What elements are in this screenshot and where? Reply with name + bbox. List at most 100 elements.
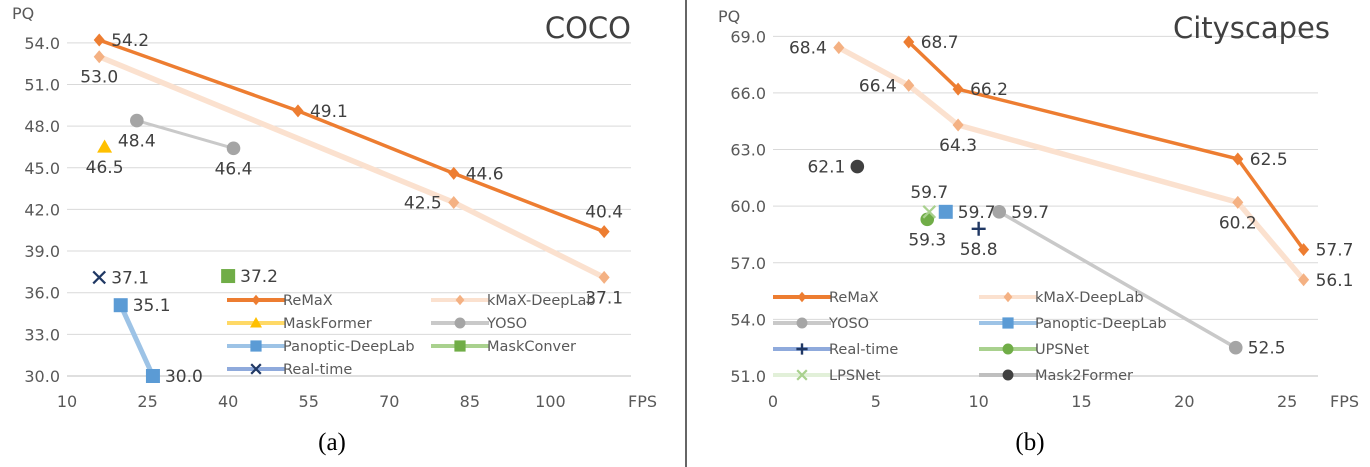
data-label-remax: 40.4: [585, 203, 623, 223]
data-point-yoso: [992, 205, 1007, 219]
y-tick-label: 42.0: [24, 200, 60, 219]
x-tick-label: 20: [1174, 392, 1194, 411]
data-label-real-time: 37.1: [111, 268, 149, 288]
data-label-kmax-deeplab: 66.4: [859, 76, 897, 96]
legend-marker: [796, 343, 808, 355]
data-point-remax: [1298, 243, 1310, 257]
legend-label: ReMaX: [829, 290, 879, 306]
legend-marker: [250, 340, 262, 352]
data-label-remax: 54.2: [111, 31, 149, 51]
data-label-yoso: 46.4: [215, 159, 253, 179]
y-tick-label: 39.0: [24, 242, 60, 261]
data-point-kmax-deeplab: [93, 50, 105, 64]
data-label-remax: 66.2: [970, 80, 1008, 100]
legend-marker: [250, 363, 262, 375]
data-point-kmax-deeplab: [952, 118, 964, 132]
data-point-real-time: [92, 270, 107, 285]
data-label-kmax-deeplab: 56.1: [1316, 271, 1354, 291]
x-tick-label: 25: [137, 392, 157, 411]
legend-item-maskformer: MaskFormer: [227, 316, 372, 332]
data-point-maskformer: [97, 139, 113, 153]
legend-label: MaskConver: [487, 339, 576, 355]
data-label-kmax-deeplab: 60.2: [1219, 213, 1257, 233]
legend-label: kMaX-DeepLab: [1035, 290, 1144, 306]
legend-marker: [796, 317, 808, 329]
data-label-kmax-deeplab: 37.1: [585, 288, 623, 308]
data-label-panoptic-deeplab: 59.7: [958, 203, 996, 223]
legend-label: Panoptic-DeepLab: [1035, 316, 1167, 332]
y-tick-label: 51.0: [730, 367, 766, 386]
legend-item-panoptic-deeplab: Panoptic-DeepLab: [227, 339, 415, 355]
data-point-kmax-deeplab: [1298, 273, 1310, 287]
y-tick-label: 45.0: [24, 159, 60, 178]
legend-item-remax: ReMaX: [773, 290, 879, 306]
series-line-panoptic-deeplab: [118, 302, 156, 379]
legend-marker: [796, 369, 808, 381]
x-tick-label: 85: [460, 392, 480, 411]
series-line-remax: [97, 38, 606, 234]
data-point-mask2former: [850, 159, 865, 174]
x-tick-label: 100: [535, 392, 566, 411]
legend-marker: [1002, 317, 1014, 329]
caption-a: (a): [318, 429, 346, 456]
data-label-kmax-deeplab: 68.4: [789, 39, 827, 59]
legend-label: Real-time: [283, 362, 352, 378]
x-tick-label: 10: [57, 392, 77, 411]
y-tick-label: 69.0: [730, 27, 766, 46]
legend-label: MaskFormer: [283, 316, 372, 332]
data-point-remax: [1232, 152, 1244, 166]
x-tick-label: 40: [218, 392, 238, 411]
legend-marker: [1003, 291, 1013, 303]
data-label-remax: 68.7: [921, 33, 959, 53]
legend-label: Real-time: [829, 342, 898, 358]
chart-title: COCO: [545, 11, 631, 45]
x-tick-label: 10: [968, 392, 988, 411]
legend-marker: [250, 317, 262, 328]
data-point-remax: [292, 104, 304, 118]
legend-label: UPSNet: [1035, 342, 1089, 358]
y-tick-label: 54.0: [730, 310, 766, 329]
x-axis-title: FPS: [1330, 392, 1359, 411]
x-tick-label: 25: [1277, 392, 1297, 411]
data-point-remax: [903, 35, 915, 49]
legend-marker: [454, 340, 466, 352]
data-point-lpsnet: [922, 205, 937, 219]
data-point-remax: [598, 225, 610, 239]
data-label-mask2former: 62.1: [807, 158, 845, 178]
y-tick-label: 33.0: [24, 325, 60, 344]
legend-label: Mask2Former: [1035, 368, 1133, 384]
legend-item-kmax-deeplab: kMaX-DeepLab: [431, 293, 596, 309]
legend-item-upsnet: UPSNet: [979, 342, 1089, 358]
legend-label: YOSO: [828, 316, 869, 332]
x-tick-label: 15: [1071, 392, 1091, 411]
x-tick-label: 0: [768, 392, 778, 411]
legend-item-yoso: YOSO: [773, 316, 869, 332]
legend-item-lpsnet: LPSNet: [773, 368, 881, 384]
data-label-yoso: 48.4: [118, 132, 156, 152]
y-tick-label: 54.0: [24, 34, 60, 53]
y-axis-title: PQ: [718, 7, 740, 26]
data-point-yoso: [130, 113, 144, 128]
y-tick-label: 36.0: [24, 284, 60, 303]
data-point-panoptic-deeplab: [938, 204, 953, 219]
data-point-kmax-deeplab: [448, 195, 460, 209]
chart-coco: 30.0 33.0 36.0 39.0 42.0 45.0 48.0 51.0 54.0 10 25…: [12, 4, 657, 411]
data-point-yoso: [1228, 340, 1243, 355]
legend-item-real-time: Real-time: [227, 362, 352, 378]
data-label-maskconver: 37.2: [240, 267, 278, 287]
series-line-remax: [906, 40, 1306, 252]
x-tick-label: 70: [379, 392, 399, 411]
legend-marker: [797, 291, 807, 303]
data-label-remax: 57.7: [1316, 241, 1354, 261]
legend-marker: [454, 317, 466, 329]
legend-item-yoso: YOSO: [431, 316, 527, 332]
y-tick-label: 57.0: [730, 254, 766, 273]
legend-marker: [1002, 369, 1014, 381]
legend-item-remax: ReMaX: [227, 293, 333, 309]
data-point-panoptic-deeplab: [145, 369, 160, 383]
data-label-kmax-deeplab: 42.5: [404, 193, 442, 213]
data-point-real-time: [971, 221, 986, 236]
data-label-panoptic-deeplab: 35.1: [133, 296, 171, 316]
data-label-upsnet: 59.3: [908, 230, 946, 250]
data-point-remax: [93, 33, 105, 47]
